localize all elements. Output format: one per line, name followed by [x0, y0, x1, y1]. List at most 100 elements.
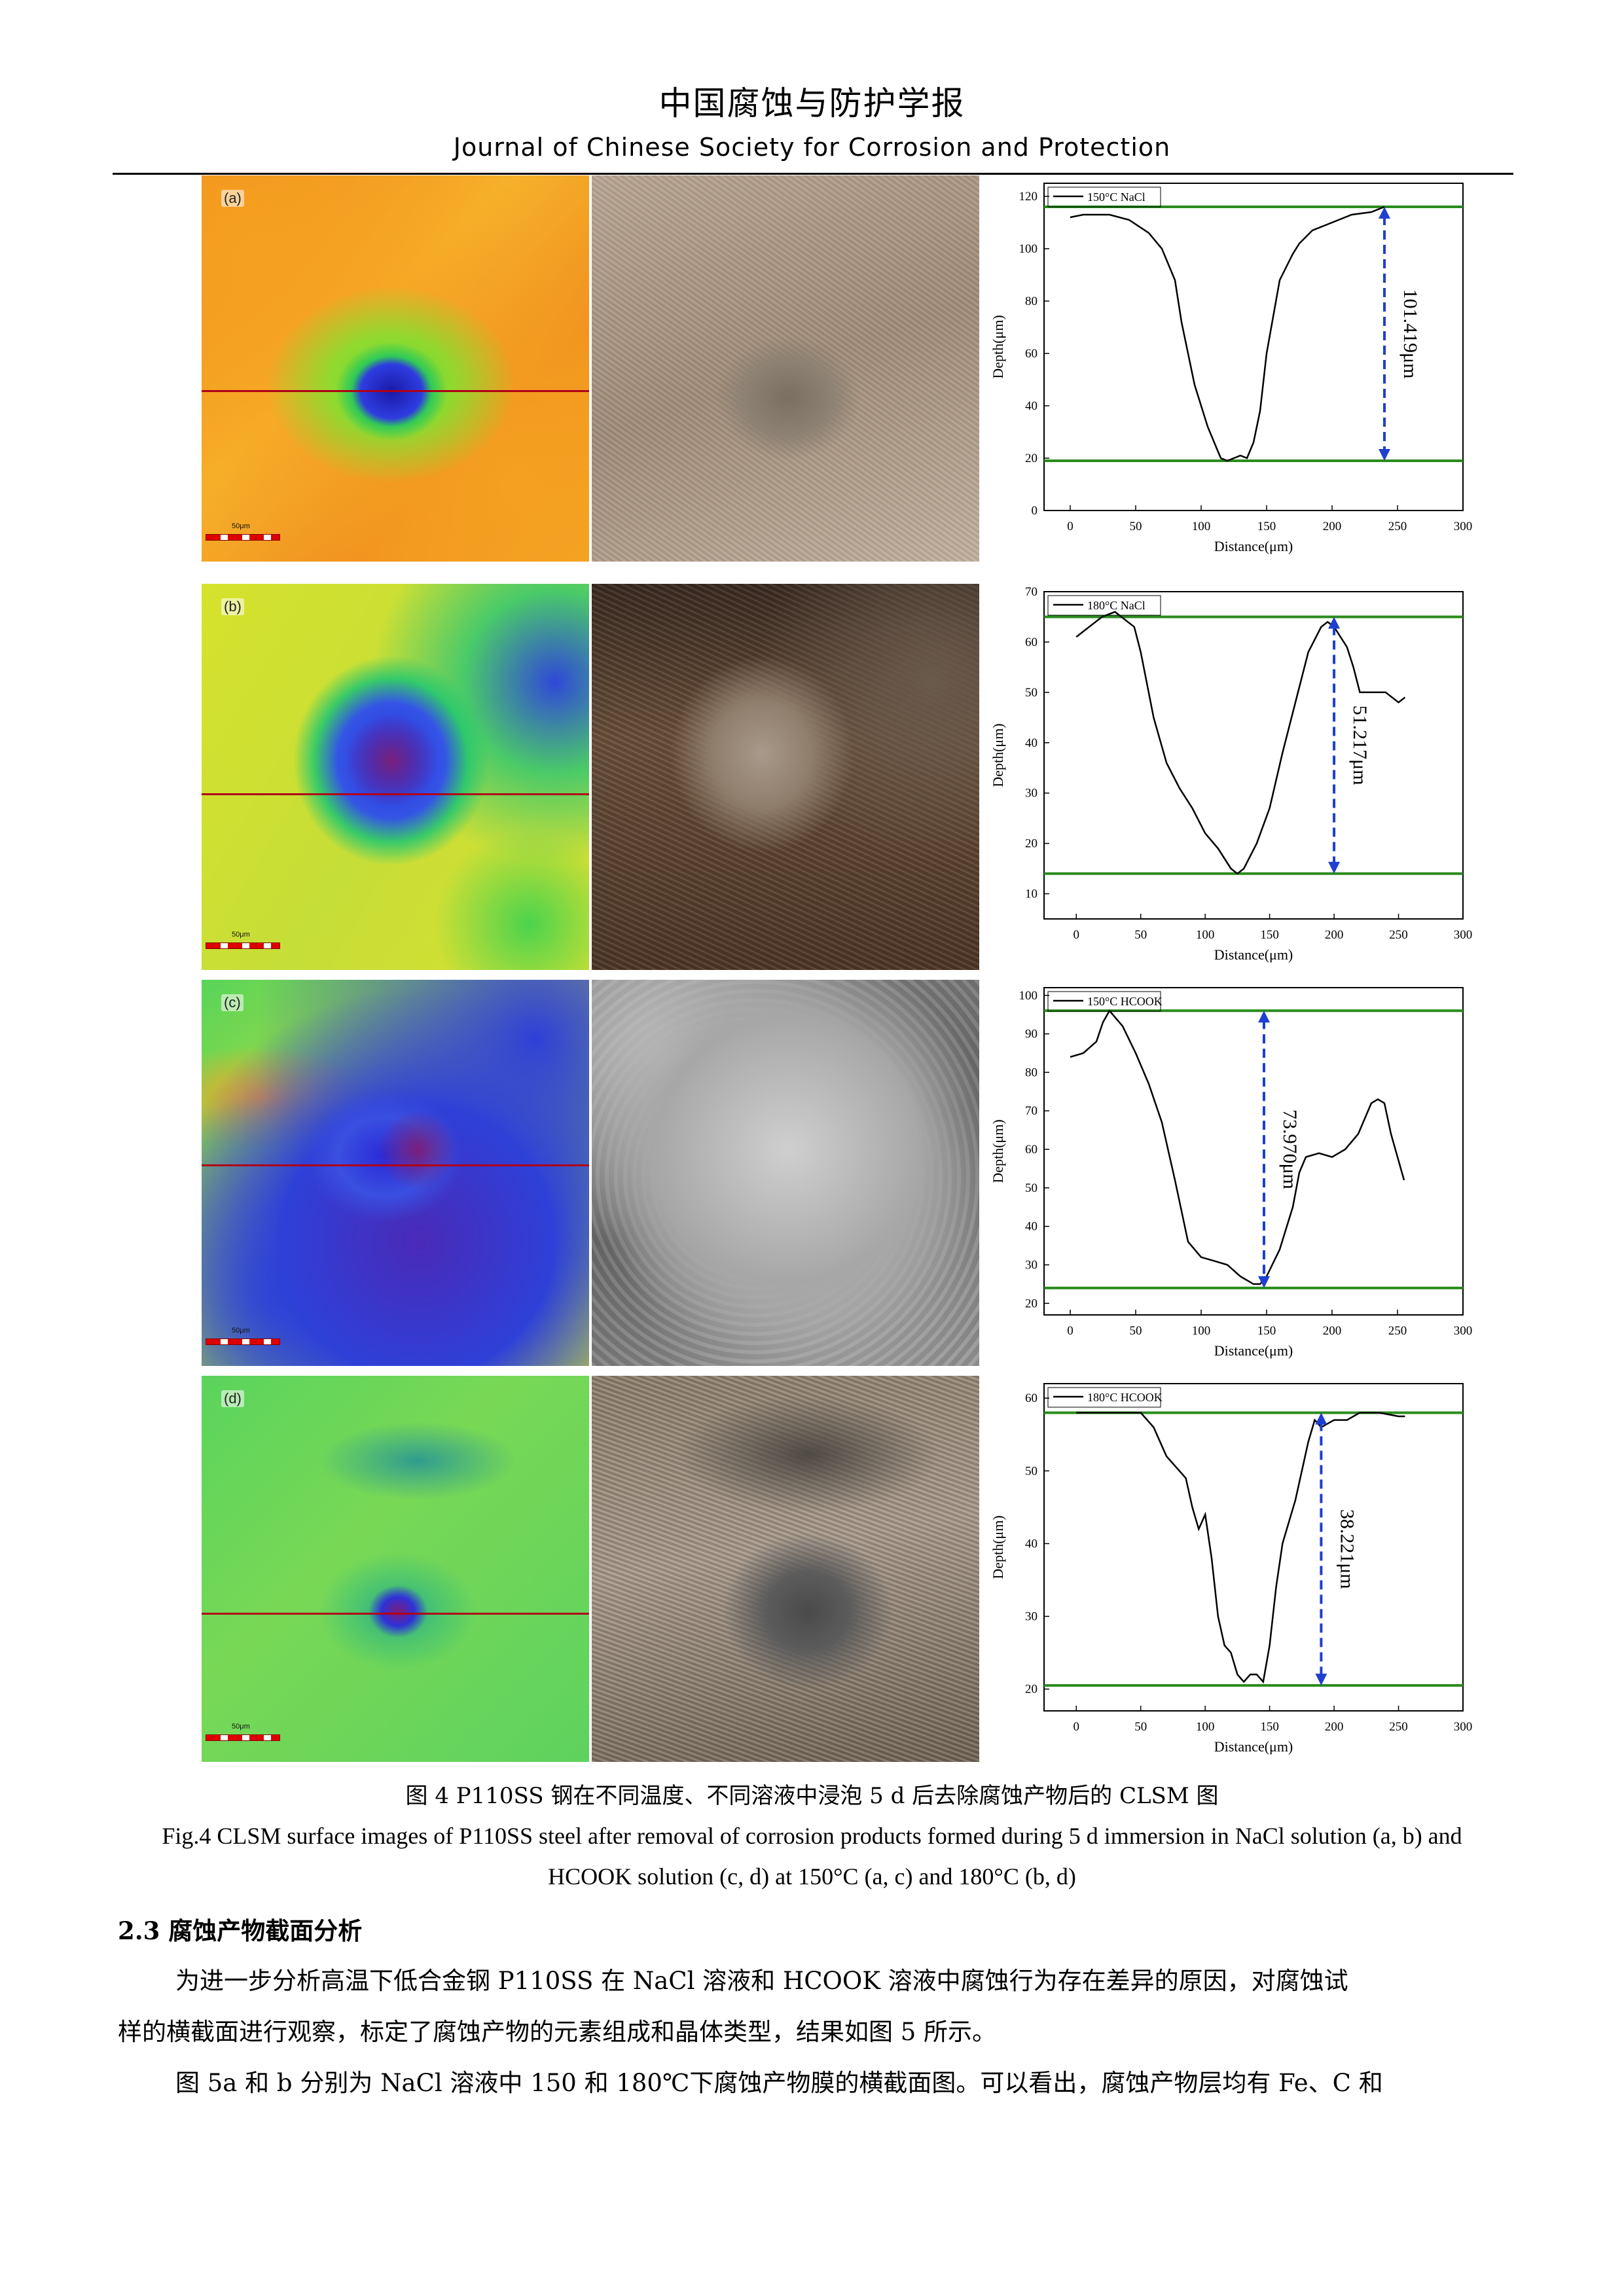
y-tick-label: 80: [1025, 295, 1038, 308]
y-tick-label: 80: [1025, 1066, 1038, 1079]
x-tick-label: 250: [1388, 1324, 1407, 1338]
journal-title-cn: 中国腐蚀与防护学报: [659, 84, 965, 122]
x-tick-label: 50: [1130, 520, 1142, 533]
y-axis-label: Depth(μm): [990, 723, 1006, 787]
x-tick-label: 150: [1260, 928, 1279, 942]
clsm-height-map-b: (b) 50μm: [202, 584, 589, 970]
scale-bar-label: 50μm: [232, 522, 250, 530]
arrow-head-top: [1258, 1011, 1270, 1023]
y-tick-label: 40: [1025, 399, 1038, 413]
y-tick-label: 60: [1025, 636, 1038, 649]
y-tick-label: 120: [1019, 190, 1038, 204]
series-line: [1070, 1009, 1405, 1285]
x-tick-label: 0: [1067, 1324, 1074, 1338]
profile-line-d: [202, 1613, 589, 1615]
legend-label: 180°C HCOOK: [1087, 1391, 1163, 1404]
legend-box: [1047, 595, 1161, 616]
y-tick-label: 30: [1025, 787, 1038, 800]
x-tick-label: 0: [1073, 928, 1079, 942]
y-tick-label: 60: [1025, 1391, 1038, 1405]
legend-box: [1047, 187, 1161, 207]
legend-box: [1047, 1387, 1161, 1408]
series-line: [1070, 206, 1385, 462]
panel-label-c: (c): [221, 994, 244, 1011]
y-axis-label: Depth(μm): [990, 1119, 1006, 1183]
y-tick-label: 100: [1019, 989, 1038, 1003]
x-axis-label: Distance(μm): [1214, 1738, 1293, 1755]
y-tick-label: 100: [1019, 242, 1038, 256]
x-tick-label: 250: [1388, 520, 1407, 533]
optical-micrograph-c: [592, 980, 979, 1366]
panel-label-b: (b): [221, 598, 244, 615]
x-axis-label: Distance(μm): [1214, 1342, 1293, 1359]
y-tick-label: 10: [1025, 888, 1038, 901]
plot-frame: [1043, 1383, 1464, 1712]
series-line: [1075, 611, 1406, 875]
y-tick-label: 40: [1025, 1537, 1038, 1551]
x-tick-label: 0: [1067, 520, 1074, 533]
arrow-head-bottom: [1315, 1674, 1327, 1686]
scale-bar-a: 50μm: [206, 522, 284, 542]
optical-micrograph-a: [592, 175, 979, 562]
journal-title-en: Journal of Chinese Society for Corrosion…: [453, 133, 1171, 162]
clsm-height-map-a: (a) 50μm: [202, 175, 589, 562]
y-tick-label: 0: [1032, 504, 1038, 518]
x-tick-label: 300: [1454, 1720, 1473, 1734]
clsm-height-map-c: (c) 50μm: [202, 980, 589, 1366]
depth-annotation: 101.419μm: [1399, 289, 1421, 379]
plot-frame: [1043, 591, 1464, 920]
legend-label: 150°C HCOOK: [1087, 995, 1163, 1008]
depth-profile-chart-a: 0 50 100 150 200 250 300 0 20 40 60 80 100 120 Distanc…: [990, 183, 1473, 554]
depth-annotation: 51.217μm: [1349, 706, 1371, 785]
x-tick-label: 200: [1323, 1324, 1342, 1338]
scale-bar-c: 50μm: [206, 1327, 284, 1346]
legend-box: [1047, 991, 1161, 1012]
section-heading: 2.3 腐蚀产物截面分析: [118, 1916, 363, 1945]
figure-caption-cn: 图 4 P110SS 钢在不同温度、不同溶液中浸泡 5 d 后去除腐蚀产物后的 …: [405, 1783, 1219, 1809]
x-tick-label: 100: [1196, 1720, 1215, 1734]
paragraph-line: 样的横截面进行观察，标定了腐蚀产物的元素组成和晶体类型，结果如图 5 所示。: [118, 2018, 997, 2046]
x-tick-label: 150: [1257, 520, 1276, 533]
y-tick-label: 20: [1025, 837, 1038, 851]
profile-line-a: [202, 390, 589, 392]
y-tick-label: 30: [1025, 1610, 1038, 1624]
depth-profile-chart-d: 0 50 100 150 200 250 300 20 30 40 50 60 Distance(μm)…: [990, 1383, 1473, 1755]
x-tick-label: 250: [1389, 1720, 1408, 1734]
y-tick-label: 20: [1025, 452, 1038, 465]
x-tick-label: 150: [1257, 1324, 1276, 1338]
arrow-head-top: [1328, 617, 1341, 629]
y-tick-label: 50: [1025, 686, 1038, 700]
x-tick-label: 200: [1323, 520, 1342, 533]
scale-bar-label: 50μm: [232, 931, 250, 939]
y-tick-label: 20: [1025, 1683, 1038, 1696]
scale-bar-d: 50μm: [206, 1723, 284, 1742]
y-tick-label: 30: [1025, 1259, 1038, 1272]
x-tick-label: 100: [1196, 928, 1215, 942]
arrow-head-top: [1379, 207, 1390, 219]
optical-micrograph-b: [592, 584, 979, 970]
x-tick-label: 0: [1073, 1720, 1079, 1734]
y-tick-label: 70: [1025, 585, 1038, 599]
arrow-head-top: [1315, 1412, 1327, 1425]
plot-frame: [1043, 987, 1464, 1316]
paragraph-line: 为进一步分析高温下低合金钢 P110SS 在 NaCl 溶液和 HCOOK 溶液…: [175, 1967, 1348, 1995]
y-tick-label: 40: [1025, 1220, 1038, 1234]
x-tick-label: 100: [1192, 1324, 1211, 1338]
y-tick-label: 20: [1025, 1297, 1038, 1310]
y-tick-label: 60: [1025, 1143, 1038, 1157]
paragraph-line: 图 5a 和 b 分别为 NaCl 溶液中 150 和 180℃下腐蚀产物膜的横…: [175, 2069, 1383, 2097]
series-line: [1076, 1412, 1405, 1684]
arrow-head-bottom: [1258, 1276, 1270, 1288]
x-tick-label: 50: [1134, 1720, 1147, 1734]
x-tick-label: 300: [1454, 520, 1473, 533]
arrow-head-bottom: [1379, 449, 1390, 461]
depth-profile-chart-c: 0 50 100 150 200 250 3002030405060708090100Dis…: [990, 987, 1473, 1359]
panel-label-d: (d): [221, 1390, 244, 1407]
legend-label: 150°C NaCl: [1087, 190, 1146, 204]
x-tick-label: 50: [1134, 928, 1147, 942]
scale-bar-label: 50μm: [232, 1723, 250, 1731]
plot-frame: [1043, 183, 1464, 511]
panel-label-a: (a): [221, 190, 244, 207]
x-tick-label: 300: [1454, 1324, 1473, 1338]
figure-caption-en-line2: HCOOK solution (c, d) at 150°C (a, c) an…: [548, 1863, 1076, 1890]
